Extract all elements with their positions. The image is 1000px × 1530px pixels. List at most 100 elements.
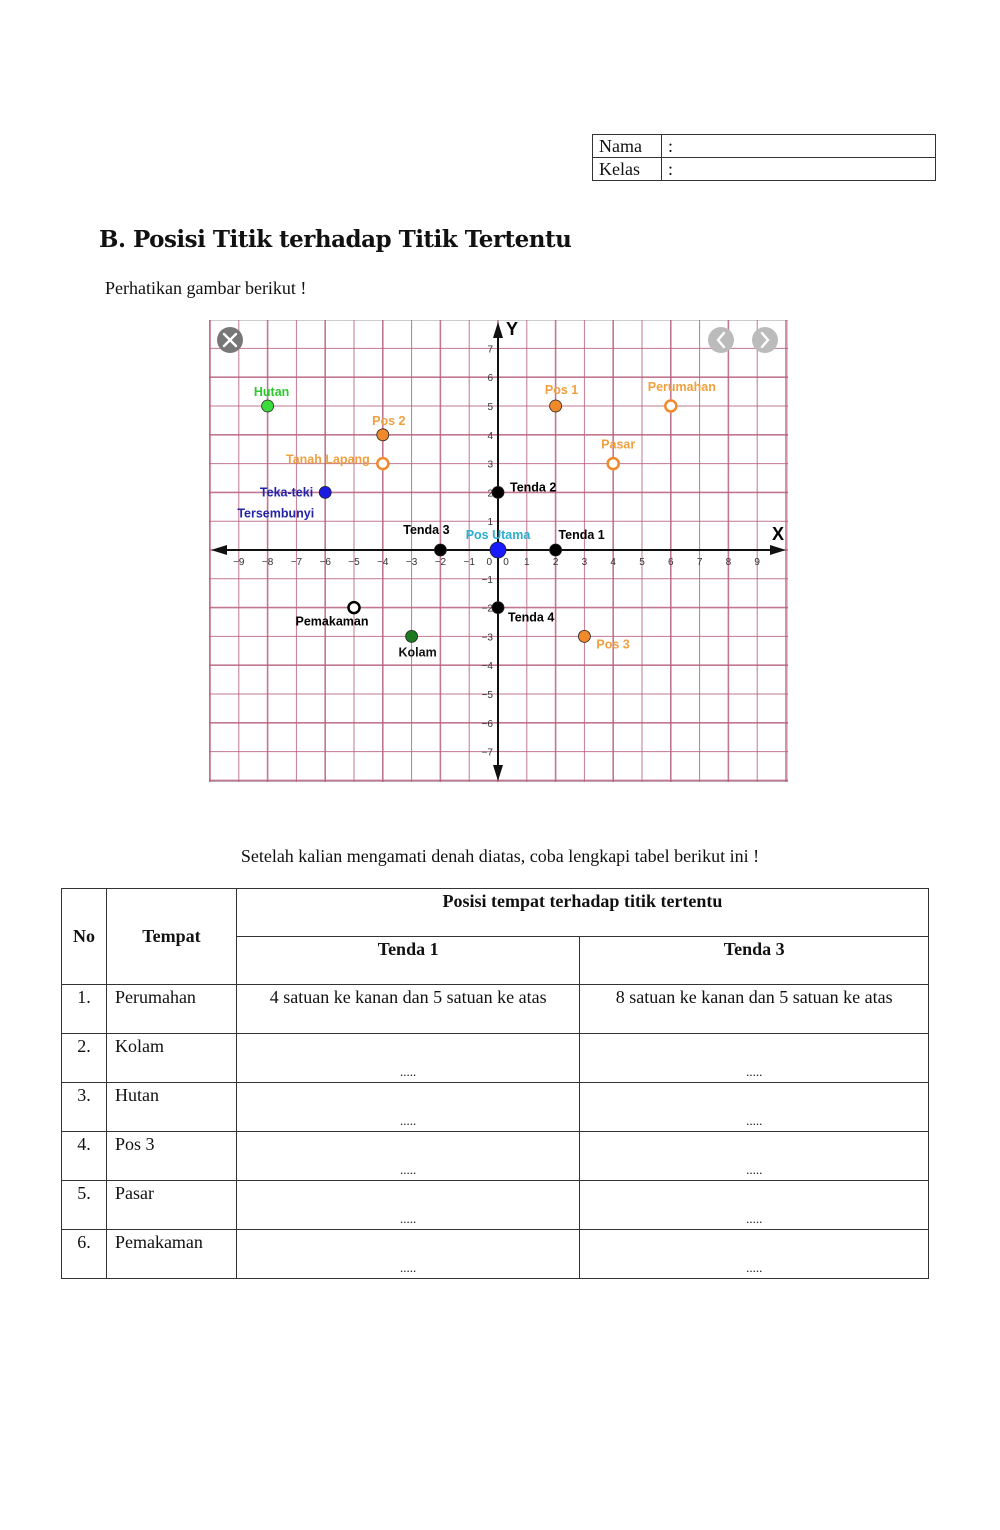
y-tick-label: −2 bbox=[482, 604, 494, 615]
x-tick-label: −3 bbox=[406, 557, 418, 568]
point-label: Pos 3 bbox=[596, 637, 629, 651]
y-axis-label: Y bbox=[506, 320, 518, 339]
point-marker bbox=[489, 541, 507, 559]
table-row: 3. Hutan.......... bbox=[61, 1082, 929, 1132]
answer-tenda-3[interactable]: ..... bbox=[579, 1180, 929, 1230]
point-label: Tenda 3 bbox=[403, 523, 449, 537]
point-label: Pos 1 bbox=[545, 383, 578, 397]
x-tick-label: −4 bbox=[377, 557, 389, 568]
name-field[interactable]: : bbox=[661, 134, 936, 158]
x-tick-label: −6 bbox=[319, 557, 331, 568]
y-axis-arrow-up bbox=[493, 322, 503, 338]
x-axis-arrow-left bbox=[211, 545, 227, 555]
point-marker bbox=[606, 456, 620, 471]
x-tick-label: −7 bbox=[291, 557, 303, 568]
answer-tenda-1[interactable]: ..... bbox=[235, 1180, 581, 1230]
point-label: Tenda 4 bbox=[508, 611, 554, 625]
point-label: Tanah Lapang bbox=[286, 453, 370, 467]
y-tick-label: −4 bbox=[482, 661, 494, 672]
point-label-line-2: Tersembunyi bbox=[237, 506, 314, 520]
x-tick-label: −8 bbox=[262, 557, 274, 568]
point-label: Teka-teki bbox=[260, 485, 313, 499]
x-tick-label: 1 bbox=[524, 557, 530, 568]
point-marker bbox=[376, 456, 390, 471]
name-row: Nama : bbox=[592, 134, 936, 158]
x-tick-label: −2 bbox=[435, 557, 447, 568]
previous-button[interactable] bbox=[708, 327, 734, 353]
class-field[interactable]: : bbox=[661, 157, 936, 181]
point-label: Hutan bbox=[254, 385, 289, 399]
table-row: 4. Pos 3.......... bbox=[61, 1131, 929, 1181]
x-tick-label: 4 bbox=[610, 557, 616, 568]
close-icon bbox=[222, 332, 238, 348]
row-place: Hutan bbox=[105, 1082, 237, 1132]
answer-tenda-1[interactable]: ..... bbox=[235, 1131, 581, 1181]
point-label: Tenda 2 bbox=[510, 480, 556, 494]
row-number: 5. bbox=[61, 1180, 107, 1230]
point-label: Pasar bbox=[601, 438, 635, 452]
point-marker bbox=[376, 428, 390, 442]
y-tick-label: −7 bbox=[482, 748, 494, 759]
header-row: No Tempat Posisi tempat terhadap titik t… bbox=[61, 888, 930, 985]
y-axis-arrow-down bbox=[493, 765, 503, 781]
row-place: Pasar bbox=[105, 1180, 237, 1230]
point-label: Pos 2 bbox=[372, 414, 405, 428]
x-tick-label: 9 bbox=[754, 557, 760, 568]
y-tick-label: −6 bbox=[482, 719, 494, 730]
table-row: 1. Perumahan 4 satuan ke kanan dan 5 satua… bbox=[61, 984, 929, 1034]
row-place: Pemakaman bbox=[105, 1229, 237, 1279]
x-tick-label: 3 bbox=[582, 557, 588, 568]
y-tick-label: 2 bbox=[487, 488, 493, 499]
answer-tenda-1: 4 satuan ke kanan dan 5 satuan ke atas bbox=[235, 984, 581, 1034]
chevron-left-icon bbox=[716, 331, 726, 349]
next-button[interactable] bbox=[752, 327, 778, 353]
point-marker bbox=[405, 629, 419, 643]
y-tick-label: −1 bbox=[482, 575, 494, 586]
y-tick-label: 5 bbox=[487, 402, 493, 413]
section-title: B. Posisi Titik terhadap Titik Tertentu bbox=[99, 226, 572, 253]
answer-tenda-3[interactable]: ..... bbox=[579, 1131, 929, 1181]
table-row: 5. Pasar.......... bbox=[61, 1180, 929, 1230]
row-number: 6. bbox=[61, 1229, 107, 1279]
answer-tenda-3[interactable]: ..... bbox=[579, 1082, 929, 1132]
instruction-text: Setelah kalian mengamati denah diatas, c… bbox=[240, 846, 760, 866]
x-tick-label: 2 bbox=[553, 557, 559, 568]
header-tenda-3: Tenda 3 bbox=[579, 936, 929, 985]
y-tick-label: −3 bbox=[482, 632, 494, 643]
point-marker bbox=[577, 629, 591, 643]
point-label: Perumahan bbox=[648, 380, 716, 394]
y-tick-label: 3 bbox=[487, 460, 493, 471]
header-group: Posisi tempat terhadap titik tertentu bbox=[235, 888, 930, 937]
x-tick-label: 8 bbox=[726, 557, 732, 568]
name-label: Nama bbox=[592, 134, 662, 158]
point-marker bbox=[261, 399, 274, 413]
point-marker bbox=[549, 543, 563, 557]
header-no: No bbox=[61, 888, 107, 985]
row-number: 3. bbox=[61, 1082, 107, 1132]
answer-tenda-1[interactable]: ..... bbox=[235, 1033, 581, 1083]
row-number: 4. bbox=[61, 1131, 107, 1181]
origin-label: 0 bbox=[486, 557, 492, 568]
answer-tenda-1[interactable]: ..... bbox=[235, 1229, 581, 1279]
previous-bg bbox=[708, 327, 734, 353]
y-tick-label: 7 bbox=[487, 344, 493, 355]
y-tick-label: 4 bbox=[487, 431, 493, 442]
row-number: 2. bbox=[61, 1033, 107, 1083]
row-number: 1. bbox=[61, 984, 107, 1034]
x-tick-label: 5 bbox=[639, 557, 645, 568]
point-marker bbox=[318, 485, 332, 499]
close-button[interactable] bbox=[217, 327, 243, 353]
position-table: No Tempat Posisi tempat terhadap titik t… bbox=[61, 888, 930, 1279]
point-label: Tenda 1 bbox=[558, 528, 604, 542]
x-axis-label: X bbox=[772, 524, 784, 544]
x-tick-label: 0 bbox=[503, 557, 509, 568]
point-label: Pos Utama bbox=[466, 528, 532, 542]
point-marker bbox=[491, 485, 505, 499]
coordinate-map: X Y −9 −8 −7 −6 −5 −4 −3 −2 −1 0 1 2 3 4 5 6 7 8 9 −7 −6 −5 −4 −3… bbox=[209, 320, 788, 782]
answer-tenda-1[interactable]: ..... bbox=[235, 1082, 581, 1132]
next-bg bbox=[752, 327, 778, 353]
chevron-right-icon bbox=[760, 331, 770, 349]
answer-tenda-3[interactable]: ..... bbox=[579, 1033, 929, 1083]
x-tick-label: 6 bbox=[668, 557, 674, 568]
answer-tenda-3[interactable]: ..... bbox=[579, 1229, 929, 1279]
